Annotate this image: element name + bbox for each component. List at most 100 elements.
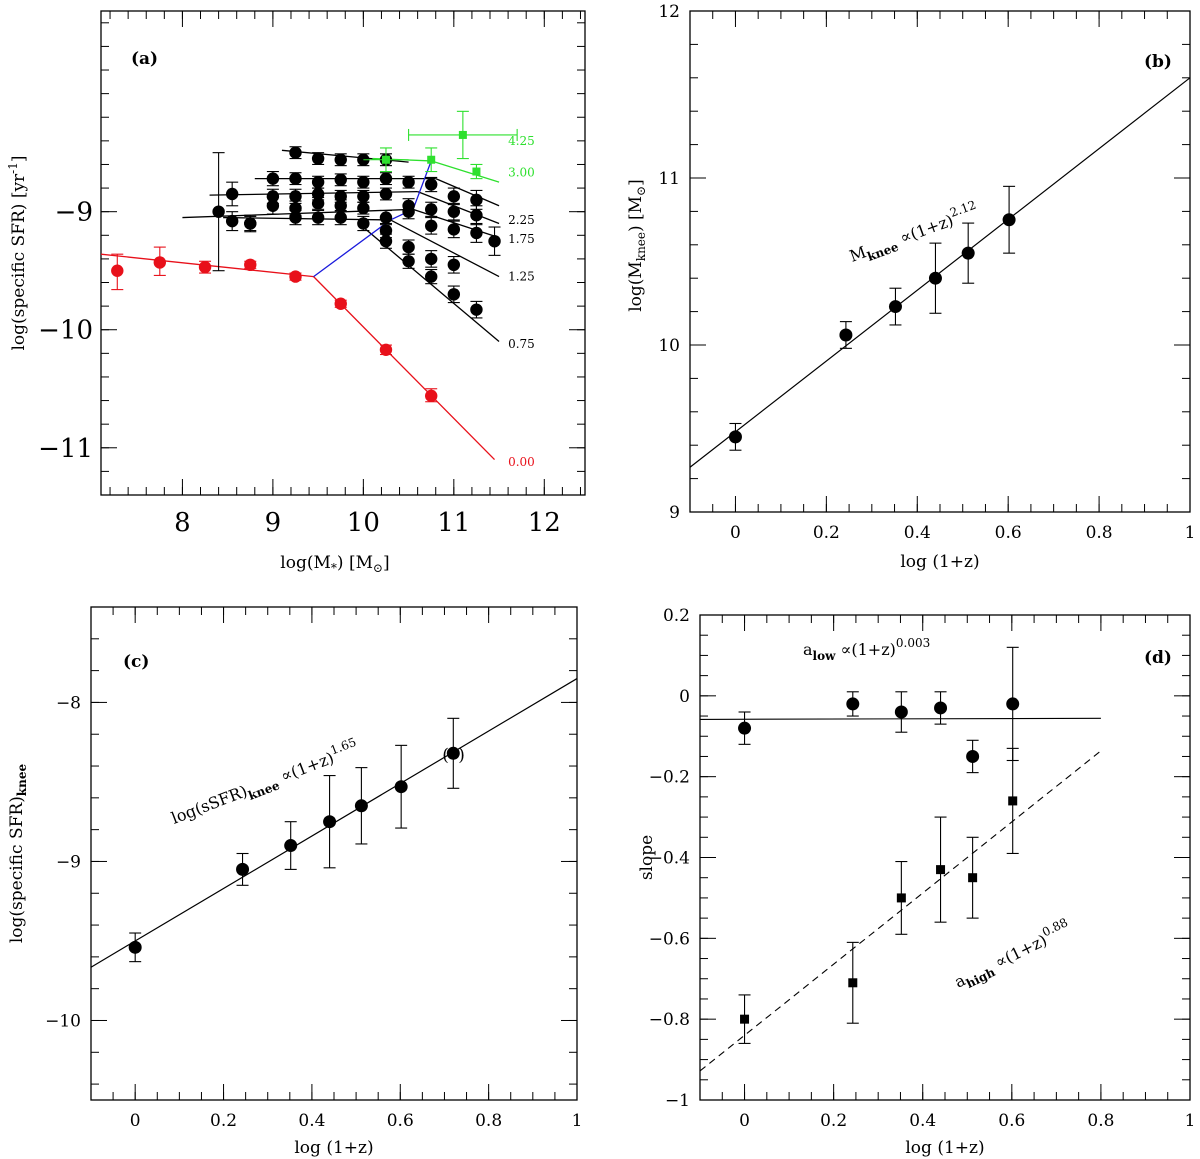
x-axis-label: log (1+z) bbox=[900, 552, 979, 572]
y-tick-label: −0.2 bbox=[649, 768, 690, 788]
circle-point bbox=[966, 749, 980, 763]
x-axis-label-part-2: ) bbox=[337, 553, 349, 573]
fit-line-a_low bbox=[699, 717, 1101, 720]
x-axis-label: log(M*) [M⊙] bbox=[280, 553, 389, 575]
data-point bbox=[888, 300, 902, 314]
x-tick-label: 12 bbox=[528, 508, 561, 538]
data-point bbox=[128, 940, 142, 954]
data-point bbox=[394, 780, 408, 794]
y-tick-label: 0 bbox=[679, 687, 690, 707]
x-tick-label: 0 bbox=[130, 1111, 141, 1131]
y-tick-label: 11 bbox=[658, 169, 680, 189]
y-tick-label: 12 bbox=[658, 2, 680, 22]
data-point bbox=[111, 264, 124, 277]
data-point bbox=[379, 187, 393, 201]
fit-annotation: Mknee ∝(1+z)2.12 bbox=[846, 198, 983, 270]
y-axis-label-part-2: ] bbox=[9, 155, 29, 162]
x-axis-label-part-5: ] bbox=[383, 553, 390, 573]
data-point bbox=[311, 152, 325, 165]
x-tick-label: 0.2 bbox=[813, 523, 840, 543]
fit-annotation-part-2: ∝(1+z) bbox=[893, 211, 956, 250]
data-point bbox=[225, 187, 239, 201]
fit-annotation-low-part-0: a bbox=[803, 640, 813, 659]
y-axis-label-part-0: log(specific SFR) bbox=[7, 796, 27, 943]
data-point bbox=[244, 258, 257, 272]
data-point bbox=[447, 288, 461, 301]
data-point bbox=[928, 271, 942, 285]
x-tick-label: 0.4 bbox=[298, 1111, 325, 1131]
fit-annotation-part-0: log(sSFR) bbox=[169, 781, 250, 827]
data-point bbox=[447, 205, 461, 218]
y-tick-label: −9 bbox=[56, 852, 81, 872]
green-square-point bbox=[381, 155, 390, 164]
green-square-point bbox=[427, 155, 436, 164]
y-tick-label: −1 bbox=[665, 1091, 690, 1111]
circle-point bbox=[934, 701, 948, 715]
x-axis-label: log (1+z) bbox=[294, 1138, 373, 1158]
data-point bbox=[357, 190, 370, 203]
fit-line-5 bbox=[435, 178, 500, 207]
y-tick-label: −10 bbox=[38, 316, 93, 346]
data-point bbox=[357, 201, 370, 215]
panel-label: (a) bbox=[131, 49, 158, 69]
data-point bbox=[425, 389, 438, 403]
data-point bbox=[379, 224, 393, 237]
y-axis-label: slope bbox=[637, 835, 657, 880]
x-tick-label: 0.2 bbox=[210, 1111, 237, 1131]
y-axis-label-part-0: log(specific SFR) [yr bbox=[9, 173, 29, 351]
fit-annotation-high-part-3: 0.88 bbox=[1040, 915, 1070, 939]
data-point bbox=[447, 190, 461, 203]
data-point bbox=[334, 297, 347, 310]
x-tick-label: 0.8 bbox=[1087, 1111, 1114, 1131]
y-tick-label: −11 bbox=[38, 434, 93, 464]
x-tick-label: 0.2 bbox=[820, 1111, 847, 1131]
x-tick-label: 9 bbox=[265, 508, 282, 538]
knee-line bbox=[313, 160, 432, 278]
y-tick-label: −9 bbox=[55, 198, 93, 228]
y-axis-label: log(Mknee) [M⊙] bbox=[626, 179, 648, 312]
x-axis-label-part-0: log (1+z) bbox=[905, 1138, 984, 1158]
fit-annotation-low-part-3: 0.003 bbox=[896, 636, 930, 650]
data-point bbox=[961, 246, 975, 260]
redshift-label: 1.25 bbox=[508, 270, 535, 284]
x-tick-label: 1 bbox=[1185, 1111, 1196, 1131]
y-tick-label: −10 bbox=[45, 1011, 81, 1031]
x-tick-label: 10 bbox=[347, 508, 380, 538]
square-point bbox=[936, 865, 946, 875]
x-tick-label: 0.8 bbox=[1086, 523, 1113, 543]
fit-line-7 bbox=[431, 160, 500, 183]
x-axis-label-part-0: log(M bbox=[280, 553, 331, 573]
axis-frame bbox=[699, 614, 1191, 1101]
fit-line bbox=[689, 77, 1191, 468]
y-axis-label: log(specific SFR) [yr-1] bbox=[6, 155, 29, 350]
fit-annotation-low: alow ∝(1+z)0.003 bbox=[803, 636, 930, 663]
data-point bbox=[357, 153, 370, 166]
data-point bbox=[311, 211, 325, 224]
y-axis-label-part-0: slope bbox=[637, 835, 657, 880]
data-point bbox=[470, 209, 483, 222]
y-axis-label-part-3: ⊙ bbox=[634, 186, 648, 196]
fit-annotation-part-3: 1.65 bbox=[328, 735, 358, 758]
x-tick-label: 11 bbox=[437, 508, 470, 538]
x-tick-label: 0.4 bbox=[904, 523, 931, 543]
x-axis-label-part-0: log (1+z) bbox=[294, 1138, 373, 1158]
redshift-label: 3.00 bbox=[508, 166, 535, 180]
data-point bbox=[379, 172, 393, 185]
data-point bbox=[839, 328, 853, 342]
x-tick-label: 0.6 bbox=[387, 1111, 414, 1131]
y-tick-label: −0.8 bbox=[649, 1010, 690, 1030]
data-point bbox=[425, 270, 438, 283]
x-tick-label: 8 bbox=[174, 508, 191, 538]
circle-point bbox=[846, 697, 860, 711]
y-axis-label-part-2: ) [M bbox=[626, 196, 646, 232]
data-point bbox=[357, 175, 370, 189]
data-point bbox=[334, 153, 347, 166]
data-point bbox=[323, 815, 337, 829]
fit-line-a_high bbox=[699, 750, 1102, 1072]
data-point bbox=[488, 234, 501, 248]
y-axis-label-part-0: log(M bbox=[626, 261, 646, 312]
x-tick-label: 0.6 bbox=[995, 523, 1022, 543]
data-point bbox=[425, 219, 438, 233]
axis-frame bbox=[100, 10, 586, 496]
